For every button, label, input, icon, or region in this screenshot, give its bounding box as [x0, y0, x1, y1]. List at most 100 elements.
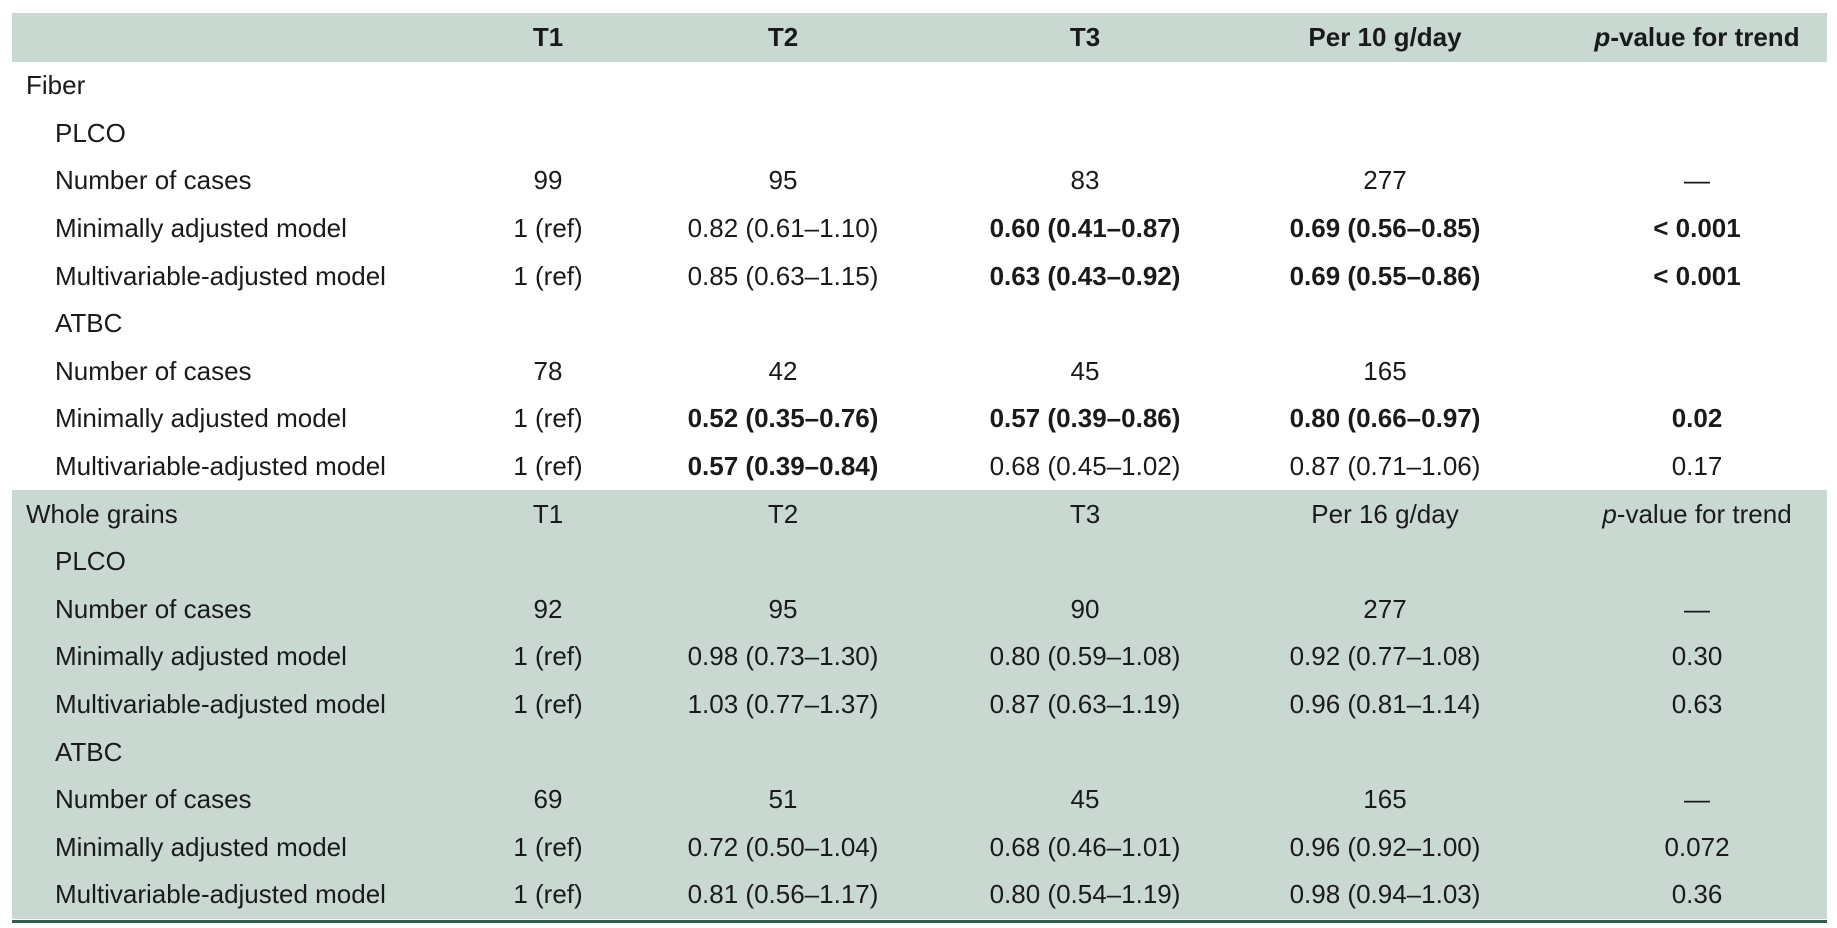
cell-p-trend: 0.36 [1671, 879, 1723, 910]
cell-p-trend: p -value for trend [1602, 498, 1792, 529]
cell-t1: 1 (ref) [513, 879, 583, 910]
table-row: Fiber [12, 62, 1827, 110]
cell-t3: 90 [1070, 593, 1100, 624]
cell-t2: 0.72 (0.50–1.04) [687, 831, 879, 862]
cell-t1: 69 [533, 784, 563, 815]
cell-p-trend: 0.17 [1671, 451, 1723, 482]
cell-t1: 78 [533, 355, 563, 386]
cell-p-trend: 0.30 [1671, 641, 1723, 672]
cell-p-trend: 0.02 [1671, 403, 1723, 434]
cell-t2: 0.57 (0.39–0.84) [687, 451, 879, 482]
cell-t3: 0.63 (0.43–0.92) [989, 260, 1181, 291]
cell-t2: T2 [767, 498, 799, 529]
cell-per-unit: 277 [1363, 593, 1407, 624]
cell-per-unit: 0.98 (0.94–1.03) [1289, 879, 1481, 910]
cell-per-unit: Per 16 g/day [1311, 498, 1459, 529]
cell-t3: 0.60 (0.41–0.87) [989, 213, 1181, 244]
table-row: PLCO [12, 110, 1827, 158]
cell-t3: 83 [1070, 165, 1100, 196]
cell-t2: 0.98 (0.73–1.30) [687, 641, 879, 672]
table-row: Multivariable-adjusted model 1 (ref) 1.03 … [12, 680, 1827, 729]
table-row: PLCO [12, 537, 1827, 586]
table-row: Minimally adjusted model 1 (ref) 0.72 (0.5… [12, 823, 1827, 872]
cell-label: PLCO [55, 117, 126, 148]
table-row: Minimally adjusted model 1 (ref) 0.52 (0.3… [12, 395, 1827, 443]
cell-t2: 0.82 (0.61–1.10) [687, 213, 879, 244]
cell-label: PLCO [55, 546, 126, 577]
cell-t1: 1 (ref) [513, 689, 583, 720]
header-per-unit: Per 10 g/day [1308, 22, 1462, 52]
table-row: Multivariable-adjusted model 1 (ref) 0.81 … [12, 871, 1827, 919]
cell-t1: 1 (ref) [513, 403, 583, 434]
cell-label: Minimally adjusted model [55, 403, 347, 434]
cell-t2: 95 [768, 593, 798, 624]
cell-label: Multivariable-adjusted model [55, 451, 386, 482]
cell-t1: T1 [532, 498, 564, 529]
cell-t3: 0.57 (0.39–0.86) [989, 403, 1181, 434]
header-t1: T1 [532, 22, 564, 52]
cell-t2: 0.52 (0.35–0.76) [687, 403, 879, 434]
cell-label: Number of cases [55, 784, 252, 815]
cell-t3: 0.68 (0.45–1.02) [989, 451, 1181, 482]
cell-t3: 0.68 (0.46–1.01) [989, 831, 1181, 862]
cell-t1: 1 (ref) [513, 260, 583, 291]
cell-p-trend: 0.63 [1671, 689, 1723, 720]
cell-t3: T3 [1069, 498, 1101, 529]
cell-t3: 0.80 (0.54–1.19) [989, 879, 1181, 910]
cell-t3: 45 [1070, 355, 1100, 386]
cell-per-unit: 0.96 (0.92–1.00) [1289, 831, 1481, 862]
cell-label: ATBC [55, 308, 123, 339]
cell-label: Multivariable-adjusted model [55, 689, 386, 720]
cell-p-trend: 0.072 [1664, 831, 1730, 862]
cell-p-trend: — [1684, 165, 1710, 196]
cell-t2: 1.03 (0.77–1.37) [687, 689, 879, 720]
cell-p-trend: — [1684, 593, 1710, 624]
cell-t2: 51 [768, 784, 798, 815]
cell-label: Multivariable-adjusted model [55, 260, 386, 291]
table-row: ATBC [12, 300, 1827, 348]
table-body: Fiber PLCO Number of cases 99 95 83 277 — Minima… [12, 62, 1827, 919]
table-row: Minimally adjusted model 1 (ref) 0.98 (0.7… [12, 633, 1827, 681]
cell-t1: 1 (ref) [513, 451, 583, 482]
cell-t3: 0.87 (0.63–1.19) [989, 689, 1181, 720]
cell-t1: 92 [533, 593, 563, 624]
cell-t1: 99 [533, 165, 563, 196]
cell-t2: 42 [768, 355, 798, 386]
cell-per-unit: 0.80 (0.66–0.97) [1289, 403, 1481, 434]
table-row: Number of cases 99 95 83 277 — [12, 157, 1827, 205]
cell-per-unit: 277 [1363, 165, 1407, 196]
cell-p-trend: — [1684, 784, 1710, 815]
cell-label: Multivariable-adjusted model [55, 879, 386, 910]
cell-t2: 0.81 (0.56–1.17) [687, 879, 879, 910]
header-t3: T3 [1069, 22, 1101, 52]
bottom-rule [12, 920, 1827, 923]
table-row: ATBC [12, 728, 1827, 776]
cell-per-unit: 0.96 (0.81–1.14) [1289, 689, 1481, 720]
results-table: T1 T2 T3 Per 10 g/day p -value for trend … [12, 13, 1827, 919]
table-row: Minimally adjusted model 1 (ref) 0.82 (0.6… [12, 205, 1827, 253]
cell-t1: 1 (ref) [513, 831, 583, 862]
cell-label: Number of cases [55, 593, 252, 624]
cell-label: Number of cases [55, 355, 252, 386]
table-row: Number of cases 69 51 45 165 — [12, 775, 1827, 824]
cell-p-trend: < 0.001 [1653, 213, 1741, 244]
header-p-trend: p -value for trend [1594, 22, 1800, 52]
cell-per-unit: 0.69 (0.56–0.85) [1289, 213, 1481, 244]
cell-label: ATBC [55, 736, 123, 767]
cell-label: Minimally adjusted model [55, 641, 347, 672]
cell-t1: 1 (ref) [513, 641, 583, 672]
cell-label: Fiber [26, 70, 86, 101]
cell-per-unit: 0.87 (0.71–1.06) [1289, 451, 1481, 482]
table-row: Number of cases 78 42 45 165 [12, 348, 1827, 396]
cell-per-unit: 0.92 (0.77–1.08) [1289, 641, 1481, 672]
cell-label: Whole grains [26, 498, 178, 529]
cell-p-trend: < 0.001 [1653, 260, 1741, 291]
cell-t1: 1 (ref) [513, 213, 583, 244]
header-t2: T2 [767, 22, 799, 52]
cell-label: Minimally adjusted model [55, 831, 347, 862]
cell-t2: 0.85 (0.63–1.15) [687, 260, 879, 291]
table-row: Multivariable-adjusted model 1 (ref) 0.57 … [12, 443, 1827, 491]
table-row: Multivariable-adjusted model 1 (ref) 0.85 … [12, 252, 1827, 300]
cell-t2: 95 [768, 165, 798, 196]
table-row: Whole grains T1 T2 T3 Per 16 g/day p -value fo… [12, 490, 1827, 538]
